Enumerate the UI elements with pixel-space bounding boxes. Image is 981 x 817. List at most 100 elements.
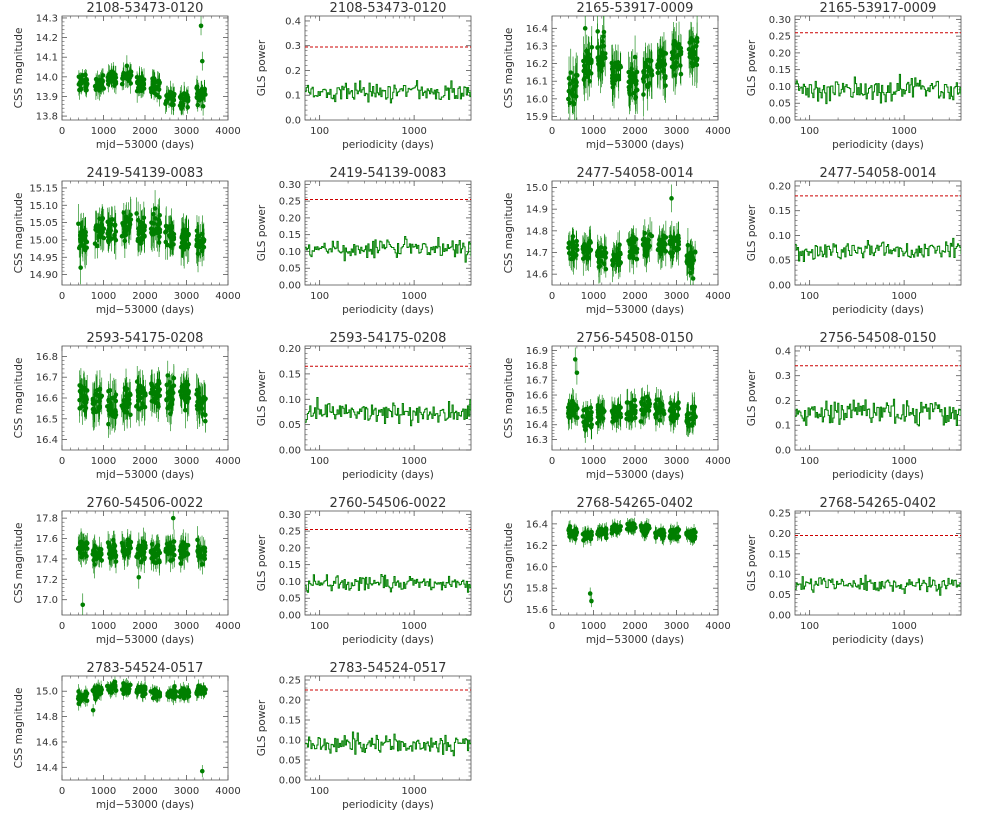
data-point [678,71,684,77]
data-point [694,39,700,45]
data-point [121,210,127,215]
data-point [627,74,633,79]
data-point [81,552,86,557]
x-tick-label: 0 [59,126,65,137]
data-point [93,392,99,398]
data-point [125,394,130,399]
data-point [156,240,162,245]
data-point [670,241,676,247]
y-tick-label: 0.20 [279,213,301,224]
data-point [119,540,125,546]
data-point [630,406,636,412]
x-tick-label: 4000 [215,456,240,467]
gls-periodogram-line [305,397,471,427]
y-tick-label: 16.3 [526,41,548,52]
y-tick-label: 0.00 [769,116,791,127]
data-point [149,382,155,388]
plot-area [795,365,961,427]
data-point [79,230,85,235]
data-point [685,242,691,248]
data-point [149,387,155,392]
data-point [135,217,141,223]
data-point [613,257,619,263]
y-tick-label: 0.05 [769,256,791,267]
data-point [137,76,142,82]
data-point [618,260,624,265]
data-point [194,85,199,91]
gls-periodogram-line [795,237,961,262]
data-point [626,69,631,75]
y-tick-label: 0.00 [279,611,301,622]
data-point [92,556,98,562]
data-point [181,394,187,400]
y-axis-label: GLS power [746,369,758,426]
x-tick-label: 1000 [581,621,606,632]
y-tick-label: 0.05 [279,594,301,605]
data-point [660,240,665,246]
data-point [673,41,679,47]
data-point [676,406,681,411]
data-point [659,58,665,63]
x-tick-label: 4000 [705,126,730,137]
data-point [689,35,694,41]
data-point [202,546,208,551]
x-tick-label: 1000 [891,126,916,137]
data-point [181,244,187,250]
data-point [581,77,587,82]
data-point [584,48,590,54]
y-tick-label: 16.4 [36,435,58,446]
data-point [137,86,143,91]
data-point [139,220,145,226]
y-tick-label: 0.0 [285,116,301,127]
x-tick-label: 1000 [401,456,426,467]
data-point [125,542,130,548]
x-tick-label: 3000 [174,621,199,632]
data-point [148,390,154,396]
data-point [641,92,646,97]
data-point [141,77,147,82]
data-point [692,249,698,254]
data-point [633,88,639,94]
y-tick-label: 16.3 [526,435,548,446]
y-tick-label: 0.00 [279,446,301,457]
data-point [655,62,660,68]
data-point [151,550,157,556]
plot-area [565,347,698,443]
data-point [107,229,112,234]
y-tick-label: 17.2 [36,575,58,586]
data-point [148,86,154,91]
data-point [566,245,571,251]
light-curve-panel: 2108-53473-0120 mjd−53000 (days) CSS magni… [13,1,241,151]
data-point [641,70,647,76]
data-point [567,81,573,87]
data-point [582,26,588,31]
data-point [694,56,700,62]
data-point [638,419,644,424]
y-tick-label: 15.0 [526,183,548,194]
data-point [627,92,633,97]
data-point [624,416,629,422]
data-point [601,29,607,35]
data-point [135,403,140,408]
y-tick-label: 14.3 [36,13,58,24]
data-point [136,226,141,231]
data-point [615,60,621,65]
data-point [154,545,160,550]
data-point [642,402,647,408]
panel-title: 2419-54139-0083 [87,166,204,181]
data-point [157,387,162,392]
data-point [669,196,674,201]
data-point [93,409,99,415]
data-point [168,544,173,550]
gls-panel: 2477-54058-0014 periodicity (days) GLS pow… [746,166,962,316]
data-point [663,73,668,79]
data-point [633,94,639,100]
data-point [199,248,205,254]
data-point [152,216,158,221]
data-point [84,396,89,401]
data-point [646,57,652,63]
data-point [91,548,96,554]
data-point [692,49,697,55]
y-tick-label: 0.15 [279,230,301,241]
data-point [119,81,125,87]
